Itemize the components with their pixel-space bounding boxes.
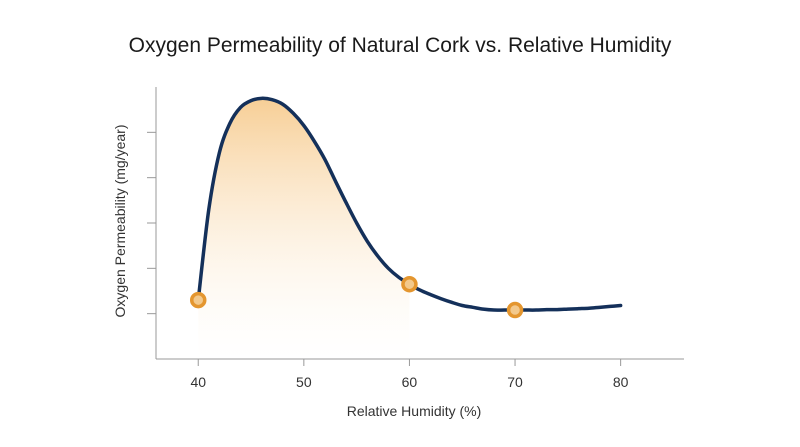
markers	[189, 275, 524, 319]
data-point-marker-0	[189, 291, 207, 309]
x-tick-label-4: 80	[613, 374, 629, 390]
data-point-marker-2	[506, 301, 524, 319]
x-tick-label-2: 60	[402, 374, 418, 390]
y-axis-label: Oxygen Permeability (mg/year)	[112, 125, 128, 318]
data-point-marker-1	[401, 275, 418, 293]
shaded-area	[198, 98, 410, 359]
x-tick-label-3: 70	[507, 374, 523, 390]
x-tick-label-1: 50	[296, 374, 312, 390]
x-tick-label-0: 40	[190, 374, 206, 390]
x-axis-label: Relative Humidity (%)	[347, 403, 482, 419]
x-ticks: 40 50 60 70 80	[190, 359, 629, 390]
chart-title: Oxygen Permeability of Natural Cork vs. …	[129, 34, 672, 57]
y-ticks	[147, 131, 156, 315]
